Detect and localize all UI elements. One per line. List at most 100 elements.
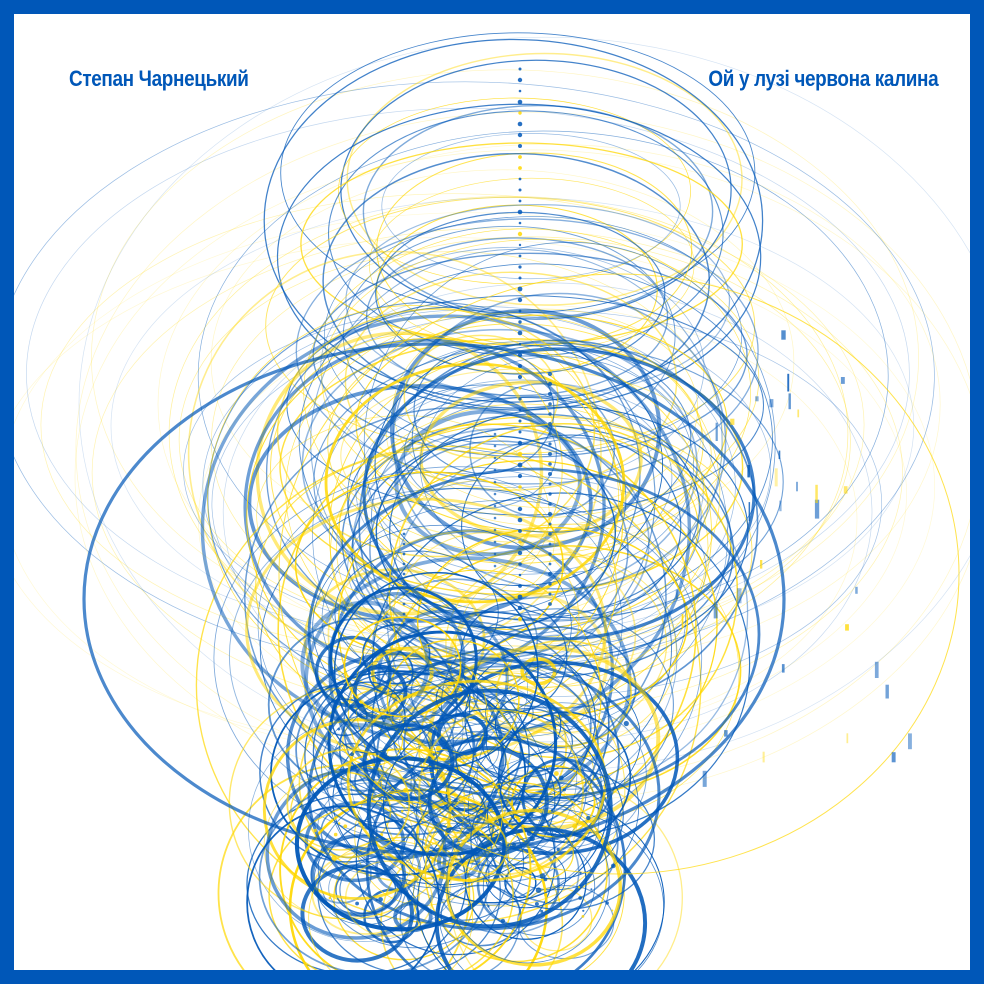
decorative-dot (333, 832, 338, 837)
decorative-tick (797, 409, 800, 418)
decorative-ring (369, 440, 629, 659)
decorative-ring (344, 860, 433, 937)
decorative-dot (391, 715, 394, 718)
decorative-ring (340, 59, 732, 320)
decorative-dot (402, 562, 406, 566)
decorative-dot (445, 827, 451, 834)
decorative-tick (681, 614, 684, 628)
decorative-dot (402, 592, 406, 596)
decorative-ring (262, 718, 452, 901)
decorative-ring (392, 292, 727, 590)
decorative-tick (885, 684, 889, 699)
decorative-dot (526, 831, 532, 836)
decorative-dot (517, 473, 523, 479)
decorative-dot (402, 622, 406, 626)
decorative-tick (855, 586, 858, 594)
decorative-tick (675, 589, 678, 600)
decorative-ring (321, 238, 760, 519)
decorative-tick (814, 499, 820, 519)
decorative-dot (517, 506, 523, 512)
decorative-dot (493, 540, 497, 544)
decorative-dot (518, 89, 522, 93)
decorative-ring (82, 342, 786, 856)
decorative-dot (337, 727, 341, 731)
decorative-dot (548, 582, 552, 586)
decorative-ring (482, 836, 596, 936)
decorative-tick (845, 624, 849, 631)
decorative-tick (796, 481, 798, 492)
decorative-dot (578, 896, 583, 900)
decorative-ring (381, 133, 681, 280)
decorative-ring (307, 467, 761, 801)
decorative-dot (518, 573, 522, 577)
decorative-ring (313, 342, 784, 622)
decorative-dot (582, 909, 585, 912)
decorative-dot (518, 67, 522, 71)
decorative-dot (512, 842, 516, 847)
decorative-dot (548, 532, 552, 536)
decorative-dot (518, 562, 522, 566)
decorative-dot (518, 430, 522, 434)
decorative-ring (268, 799, 514, 970)
decorative-ring (300, 600, 430, 728)
decorative-tick (769, 399, 774, 408)
decorative-dot (518, 177, 522, 181)
decorative-ring (317, 782, 421, 874)
decorative-dot (493, 552, 497, 556)
decorative-dot (535, 887, 542, 893)
decorative-dot (402, 582, 406, 586)
decorative-dot (548, 432, 552, 436)
decorative-ring (403, 397, 557, 510)
decorative-dot (517, 550, 523, 556)
decorative-ring (346, 52, 743, 306)
decorative-ring (195, 445, 702, 925)
decorative-dot (380, 833, 384, 836)
decorative-dot (402, 572, 406, 576)
decorative-dot (590, 888, 593, 891)
decorative-ring (279, 338, 744, 596)
decorative-ring (307, 657, 661, 931)
decorative-ring (504, 866, 537, 899)
decorative-dot (548, 502, 552, 506)
decorative-ring (91, 69, 919, 646)
decorative-dot (548, 452, 552, 456)
decorative-dot (518, 540, 522, 544)
decorative-dot (548, 462, 552, 466)
decorative-dot (547, 381, 553, 387)
decorative-ring (312, 672, 475, 830)
decorative-dot (534, 902, 539, 906)
decorative-dot (447, 767, 451, 772)
decorative-ring (263, 38, 764, 403)
decorative-ring (362, 104, 714, 319)
decorative-dot (548, 492, 552, 496)
decorative-tick (748, 502, 751, 521)
decorative-tick (715, 422, 718, 441)
decorative-dot (518, 199, 522, 203)
decorative-tick (846, 733, 849, 744)
decorative-dot (476, 814, 480, 818)
decorative-dot (548, 472, 552, 476)
song-title: Ой у лузі червона калина (708, 66, 938, 91)
decorative-dot (548, 412, 552, 416)
decorative-dot (518, 485, 522, 489)
decorative-tick (724, 730, 728, 737)
decorative-ring (295, 218, 759, 485)
decorative-dot (338, 822, 341, 825)
decorative-dot (493, 564, 497, 568)
decorative-dot (402, 602, 406, 606)
decorative-dot (586, 815, 591, 821)
decorative-dot (518, 254, 522, 258)
decorative-dot (517, 77, 523, 83)
decorative-ring (75, 111, 970, 787)
decorative-dot (518, 144, 522, 148)
decorative-dot (403, 787, 409, 793)
decorative-dot (499, 781, 502, 784)
decorative-tick (778, 450, 781, 459)
decorative-dot (331, 855, 337, 861)
decorative-dot (313, 828, 317, 833)
decorative-ring (310, 834, 407, 917)
decorative-ring (419, 356, 694, 574)
decorative-dot (493, 480, 497, 484)
decorative-dot (493, 492, 497, 496)
decorative-dot (543, 877, 548, 882)
